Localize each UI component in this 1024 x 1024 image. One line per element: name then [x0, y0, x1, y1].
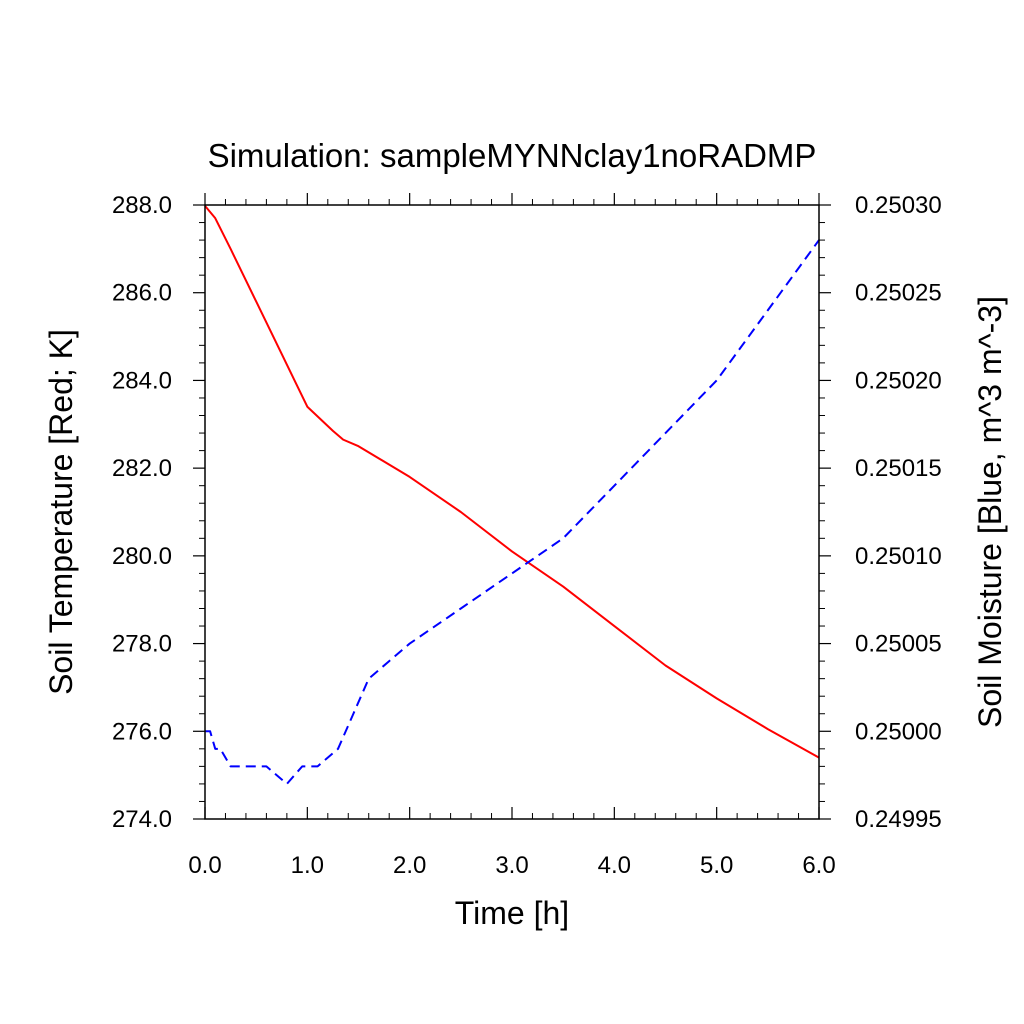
plot-frame — [204, 204, 820, 820]
y-left-tick-label: 276.0 — [112, 718, 172, 745]
series-line-soil-moisture — [205, 239, 820, 785]
y-right-tick-label: 0.25005 — [855, 631, 942, 658]
y-axis-left-label: Soil Temperature [Red; K] — [43, 329, 79, 695]
y-axis-right-label: Soil Moisture [Blue, m^3 m^-3] — [972, 296, 1008, 728]
chart-title: Simulation: sampleMYNNclay1noRADMP — [208, 137, 817, 174]
y-left-tick-label: 282.0 — [112, 455, 172, 482]
y-left-tick-label: 288.0 — [112, 192, 172, 219]
y-right-tick-label: 0.25030 — [855, 192, 942, 219]
x-tick-label: 5.0 — [700, 852, 733, 879]
plot-area: 0.0 1.0 2.0 3.0 4.0 5.0 6.0 274.0 276.0 278.0 280.… — [112, 192, 942, 879]
y-left-tick-label: 274.0 — [112, 806, 172, 833]
x-tick-label: 2.0 — [393, 852, 426, 879]
y-right-tick-label: 0.24995 — [855, 806, 942, 833]
y-left-tick-label: 278.0 — [112, 631, 172, 658]
x-axis-label: Time [h] — [455, 895, 569, 931]
y-right-tick-label: 0.25000 — [855, 718, 942, 745]
y-right-tick-label: 0.25015 — [855, 455, 942, 482]
y-right-tick-label: 0.25010 — [855, 543, 942, 570]
y-left-tick-label: 280.0 — [112, 543, 172, 570]
x-tick-label: 3.0 — [495, 852, 528, 879]
x-tick-label: 0.0 — [188, 852, 221, 879]
x-tick-label: 4.0 — [598, 852, 631, 879]
series-line-soil-temperature — [204, 205, 820, 759]
x-tick-label: 1.0 — [291, 852, 324, 879]
x-tick-label: 6.0 — [802, 852, 835, 879]
y-right-tick-label: 0.25025 — [855, 280, 942, 307]
y-right-tick-label: 0.25020 — [855, 367, 942, 394]
y-left-tick-label: 286.0 — [112, 280, 172, 307]
y-left-tick-label: 284.0 — [112, 367, 172, 394]
